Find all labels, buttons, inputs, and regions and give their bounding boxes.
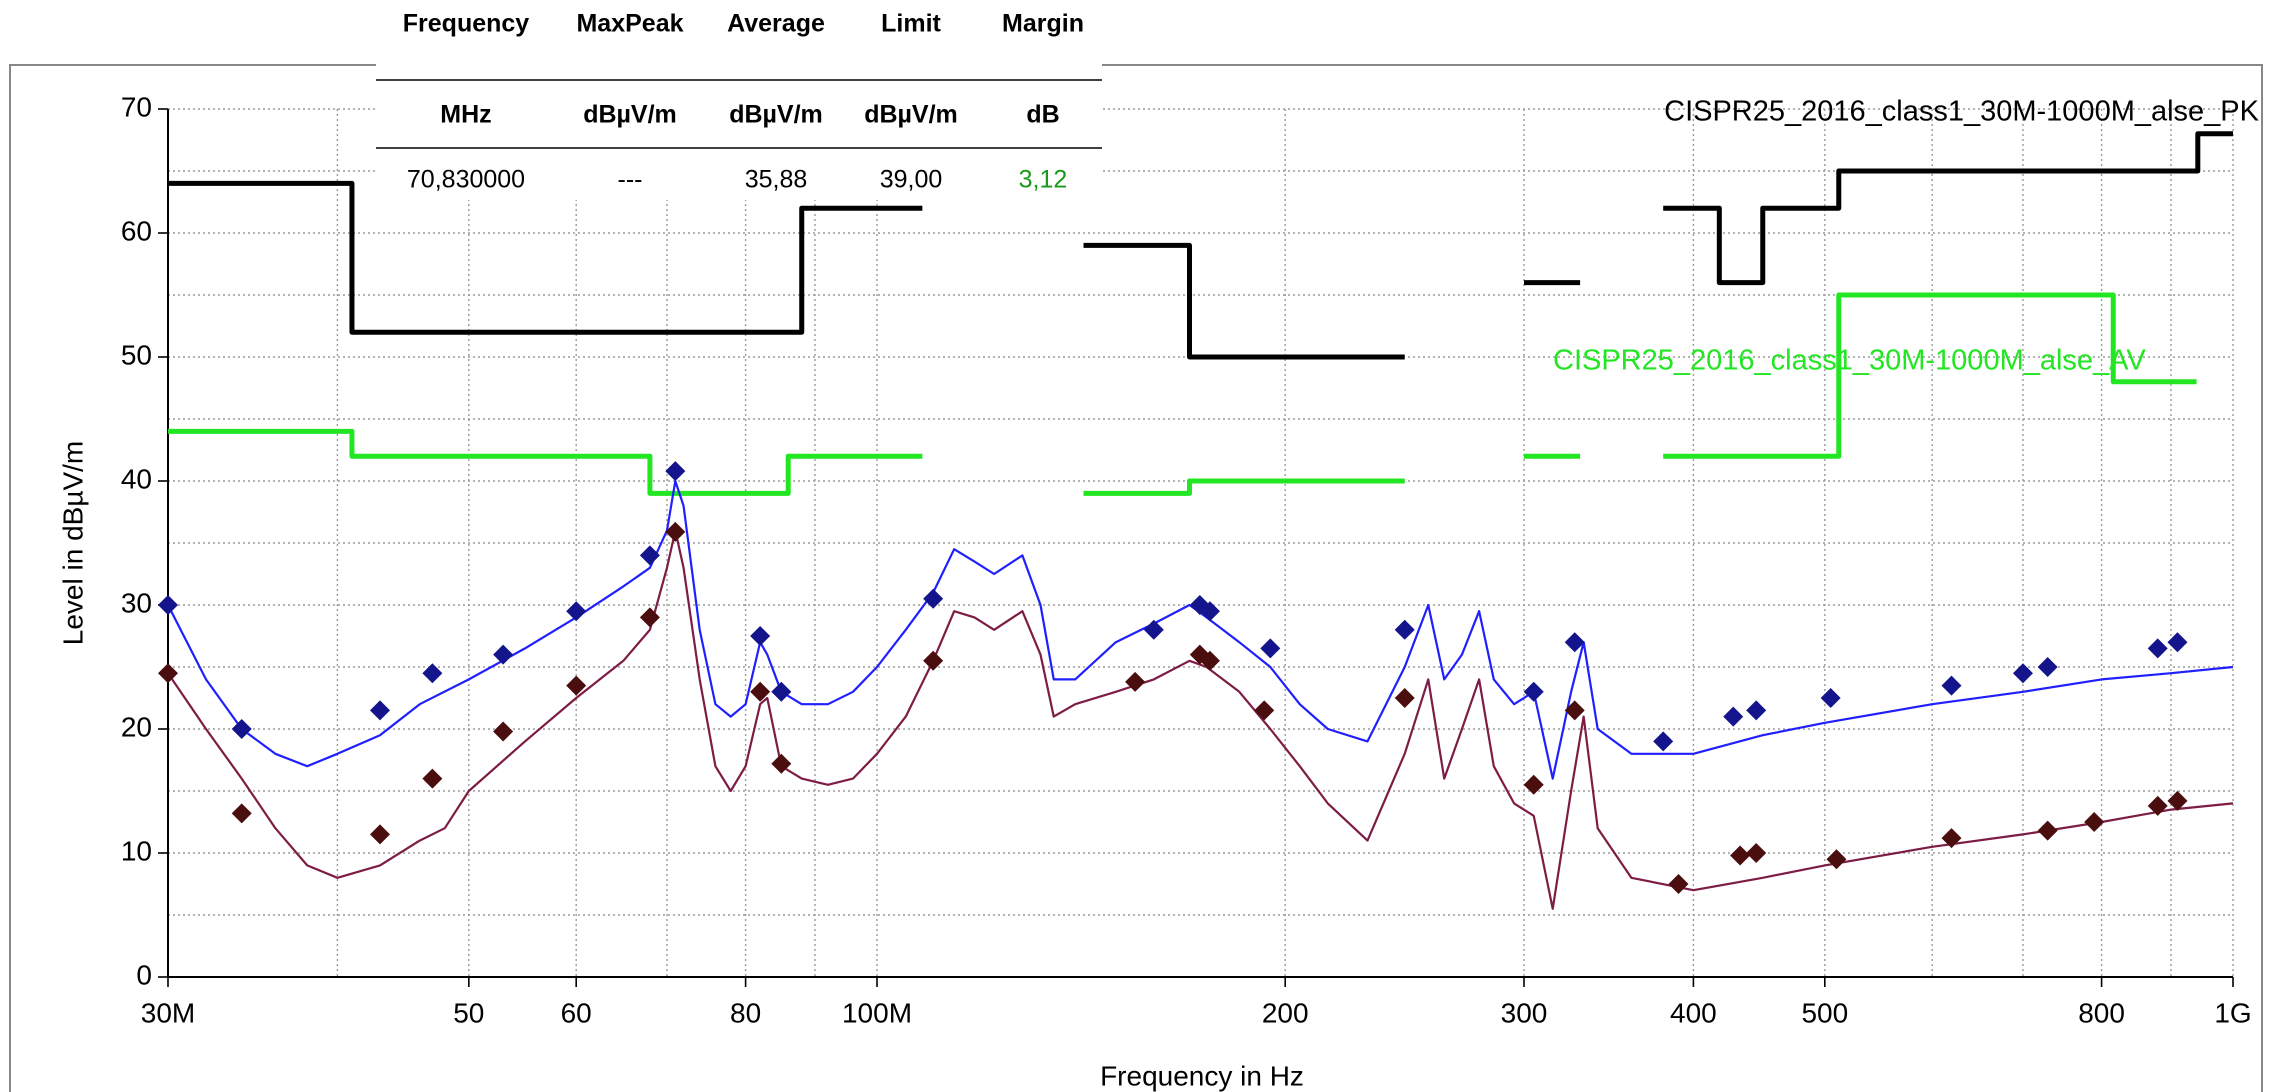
marker <box>2147 638 2168 659</box>
table-unit: dB <box>1026 101 1059 129</box>
marker <box>1260 638 1281 659</box>
marker <box>1199 650 1220 671</box>
table-cell: 39,00 <box>880 166 943 194</box>
marker <box>750 681 771 702</box>
series-line <box>167 479 2234 780</box>
table-header: Frequency <box>403 10 530 38</box>
marker <box>1254 700 1275 721</box>
table-background <box>376 0 1102 200</box>
table-header: Limit <box>881 10 941 38</box>
y-tick-label: 0 <box>136 959 152 990</box>
marker <box>771 681 792 702</box>
marker <box>1653 731 1674 752</box>
marker <box>639 607 660 628</box>
limit-label: CISPR25_2016_class1_30M-1000M_alse_PK <box>1664 96 2260 128</box>
marker <box>1730 845 1751 866</box>
x-tick-label: 800 <box>2078 997 2125 1028</box>
marker <box>2167 790 2188 811</box>
table-unit: MHz <box>440 101 491 129</box>
marker <box>370 700 391 721</box>
result-table: Frequency MaxPeak Average Limit Margin MHz dBµ… <box>376 0 1102 200</box>
marker <box>750 626 771 646</box>
table-unit: dBµV/m <box>583 101 677 129</box>
marker <box>2037 820 2058 841</box>
table-cell: 70,830000 <box>407 166 525 194</box>
marker <box>1394 619 1415 640</box>
y-tick-label: 50 <box>121 339 152 370</box>
y-tick-label: 10 <box>121 835 152 866</box>
y-axis-label: Level in dBµV/m <box>57 441 88 645</box>
series-line <box>167 529 2234 910</box>
marker <box>493 721 514 742</box>
x-tick-label: 80 <box>730 997 761 1028</box>
table-header: MaxPeak <box>576 10 683 38</box>
marker <box>1746 700 1767 721</box>
plot-area: 0 10 20 30 40 50 60 70 30M 50 60 80 100M 200 300 400 500… <box>121 91 2260 1028</box>
marker <box>1564 700 1585 721</box>
y-tick-label: 40 <box>121 463 152 494</box>
chart-frame <box>9 64 2263 1092</box>
marker <box>923 650 944 671</box>
marker <box>422 663 443 684</box>
marker <box>923 588 944 609</box>
table-cell: --- <box>618 166 643 194</box>
marker <box>639 545 660 566</box>
marker <box>493 644 514 665</box>
marker <box>2037 657 2058 677</box>
marker <box>566 675 587 696</box>
x-tick-label: 50 <box>453 997 484 1028</box>
marker <box>231 719 252 739</box>
marker <box>771 753 792 774</box>
table-header: Margin <box>1002 10 1084 38</box>
marker <box>2084 812 2105 832</box>
x-tick-label: 100M <box>842 997 912 1028</box>
marker <box>231 803 252 824</box>
marker <box>158 595 178 615</box>
marker <box>2012 663 2033 684</box>
marker <box>1826 849 1847 870</box>
x-axis-label: Frequency in Hz <box>1100 1060 1304 1091</box>
marker <box>665 461 686 482</box>
marker <box>1723 706 1744 727</box>
marker <box>1564 632 1585 653</box>
marker <box>1394 688 1415 708</box>
table-header: Average <box>727 10 825 38</box>
marker <box>1523 681 1544 702</box>
y-tick-label: 30 <box>121 587 152 618</box>
marker <box>665 521 686 542</box>
marker <box>1668 874 1689 894</box>
marker <box>158 663 178 684</box>
marker <box>1746 843 1767 863</box>
limit-label: CISPR25_2016_class1_30M-1000M_alse_AV <box>1553 345 2146 377</box>
table-cell: 35,88 <box>745 166 808 194</box>
marker <box>1820 688 1841 708</box>
y-tick-label: 20 <box>121 711 152 742</box>
table-unit: dBµV/m <box>864 101 958 129</box>
x-tick-label: 30M <box>141 997 195 1028</box>
marker <box>1143 619 1164 640</box>
x-tick-label: 200 <box>1262 997 1309 1028</box>
x-tick-label: 1G <box>2214 997 2251 1028</box>
x-tick-label: 60 <box>561 997 592 1028</box>
marker <box>2147 795 2168 816</box>
table-cell: 3,12 <box>1019 166 1068 194</box>
marker <box>2167 632 2188 653</box>
x-tick-label: 300 <box>1501 997 1548 1028</box>
y-tick-label: 60 <box>121 215 152 246</box>
y-tick-label: 70 <box>121 91 152 122</box>
marker <box>1125 671 1146 692</box>
marker <box>566 601 587 622</box>
series-line <box>168 131 2233 360</box>
marker <box>422 768 443 789</box>
table-unit: dBµV/m <box>729 101 823 129</box>
marker <box>1523 774 1544 795</box>
marker <box>370 824 391 845</box>
marker <box>1941 675 1962 696</box>
series-line <box>168 292 2197 496</box>
marker <box>1199 601 1220 622</box>
x-tick-label: 400 <box>1670 997 1717 1028</box>
marker <box>1941 828 1962 849</box>
x-tick-label: 500 <box>1801 997 1848 1028</box>
